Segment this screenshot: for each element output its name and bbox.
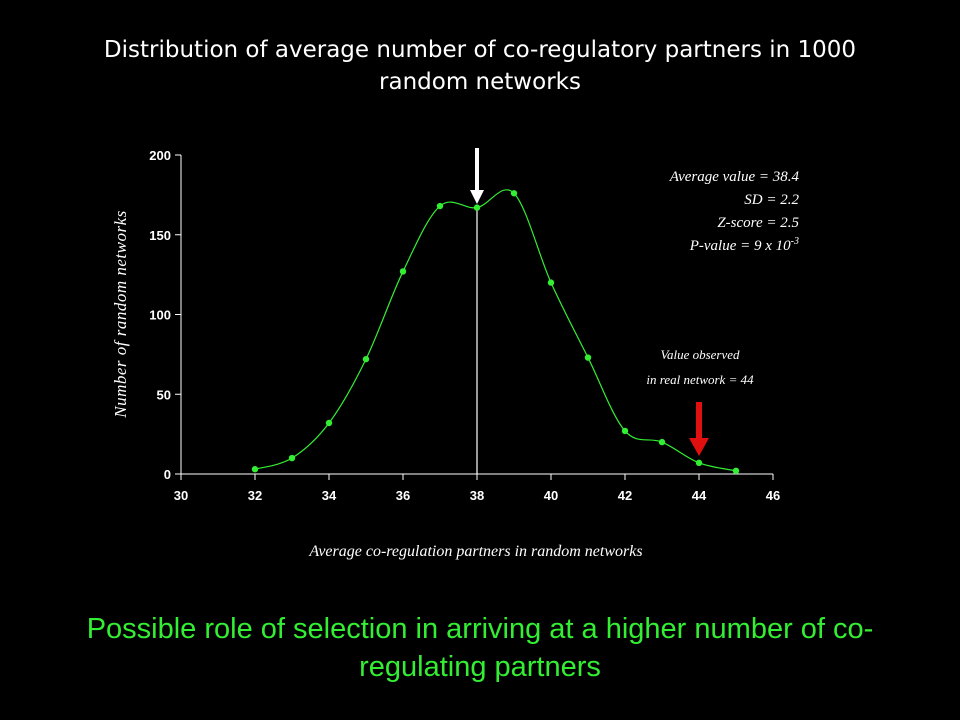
conclusion-text: Possible role of selection in arriving a… [86,613,874,683]
observed-annotation: in real network = 44 [646,372,754,387]
x-tick-label: 38 [470,488,484,503]
observed-annotation: Value observed [660,347,740,362]
data-point [325,419,333,427]
stat-line: P-value = 9 x 10-3 [689,236,799,254]
stat-line: Z-score = 2.5 [717,215,799,231]
y-tick-label: 100 [149,308,171,323]
x-axis-label: Average co-regulation partners in random… [308,543,642,560]
data-point [621,427,629,435]
x-tick-label: 42 [618,488,632,503]
data-point [436,202,444,210]
data-point [658,438,666,446]
y-axis-label: Number of random networks [111,210,130,419]
stat-line: Average value = 38.4 [669,169,800,185]
chart-title: Distribution of average number of co-reg… [103,37,857,95]
x-tick-label: 30 [174,488,188,503]
x-tick-label: 34 [322,488,337,503]
x-tick-label: 46 [766,488,780,503]
y-tick-label: 200 [149,148,171,163]
x-tick-label: 44 [692,488,707,503]
data-point [473,204,481,211]
data-point [288,454,296,462]
series-line [254,189,737,472]
data-point [399,268,407,275]
y-tick-label: 150 [149,228,171,243]
data-point [732,467,740,475]
x-tick-label: 32 [248,488,262,503]
data-point [584,354,592,361]
observed-arrow-shaft [696,402,702,440]
mean-arrow-head [470,190,484,204]
data-point [695,459,703,467]
data-point [510,190,518,197]
x-tick-label: 36 [396,488,410,503]
stat-line: SD = 2.2 [744,192,799,208]
observed-arrow-head [689,438,709,456]
data-point [362,355,370,363]
x-tick-label: 40 [544,488,558,503]
y-tick-label: 50 [157,387,171,402]
y-tick-label: 0 [164,467,171,482]
data-point [251,466,259,473]
data-point [547,279,555,286]
